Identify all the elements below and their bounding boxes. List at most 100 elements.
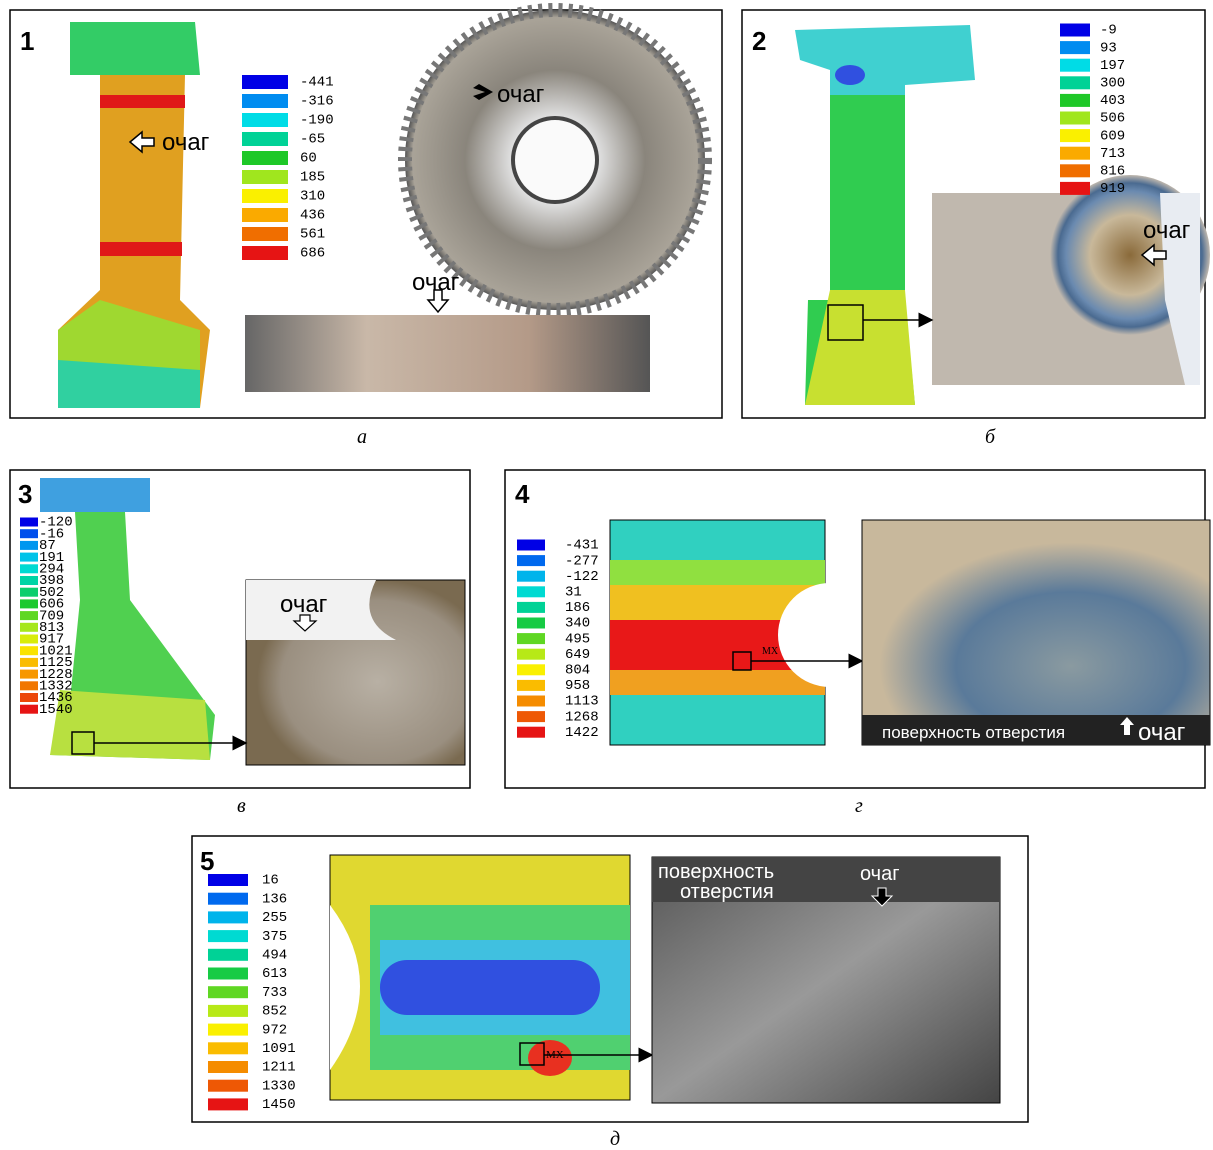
legend-swatch — [517, 711, 545, 722]
legend-value: -316 — [300, 94, 334, 110]
surface-label: отверстия — [680, 881, 774, 903]
legend-swatch — [20, 588, 38, 597]
legend-swatch — [1060, 24, 1090, 37]
legend-swatch — [517, 696, 545, 707]
legend-value: 713 — [1100, 146, 1125, 162]
legend-swatch — [517, 680, 545, 691]
legend-value: -65 — [300, 132, 325, 148]
legend-swatch — [1060, 59, 1090, 72]
origin-label: очаг — [280, 591, 328, 618]
legend-value: 1091 — [262, 1041, 296, 1057]
legend-swatch — [517, 602, 545, 613]
origin-label: очаг — [860, 863, 900, 885]
legend-swatch — [208, 1042, 248, 1054]
legend-value: 255 — [262, 910, 287, 926]
legend-swatch — [20, 541, 38, 550]
legend-value: 375 — [262, 929, 287, 945]
panel-number: 1 — [20, 26, 34, 56]
origin-label: очаг — [1143, 217, 1191, 244]
legend-value: -431 — [565, 538, 599, 554]
legend-swatch — [20, 529, 38, 538]
legend-swatch — [517, 555, 545, 566]
legend-swatch — [208, 968, 248, 980]
figure: 1 очаг очаг очаг 2 очаг 3 очаг 4 МХ пове… — [0, 0, 1213, 1150]
legend-swatch — [1060, 129, 1090, 142]
legend-swatch — [517, 649, 545, 660]
caption: в — [237, 795, 246, 817]
legend-swatch — [20, 576, 38, 585]
caption: г — [855, 795, 863, 817]
legend-value: 1540 — [39, 702, 73, 718]
legend-value: 60 — [300, 151, 317, 167]
legend-value: 958 — [565, 678, 590, 694]
legend-value: 495 — [565, 631, 590, 647]
legend-swatch — [208, 986, 248, 998]
legend-swatch — [208, 949, 248, 961]
legend-swatch — [20, 693, 38, 702]
legend-swatch — [517, 540, 545, 551]
legend-value: -122 — [565, 569, 599, 585]
legend-swatch — [242, 246, 288, 260]
legend-value: 136 — [262, 891, 287, 907]
legend-swatch — [242, 189, 288, 203]
legend-swatch — [208, 1061, 248, 1073]
legend-swatch — [20, 658, 38, 667]
legend-value: 16 — [262, 873, 279, 889]
legend-value: 506 — [1100, 111, 1125, 127]
legend-value: 403 — [1100, 93, 1125, 109]
legend-swatch — [1060, 164, 1090, 177]
legend-swatch — [20, 564, 38, 573]
legend-swatch — [20, 635, 38, 644]
legend-swatch — [517, 571, 545, 582]
legend-swatch — [20, 705, 38, 714]
origin-label: очаг — [1138, 719, 1186, 746]
legend-swatch — [20, 599, 38, 608]
origin-label: очаг — [162, 129, 210, 156]
legend-swatch — [242, 113, 288, 127]
legend-swatch — [20, 623, 38, 632]
legend-swatch — [1060, 94, 1090, 107]
legend-swatch — [517, 664, 545, 675]
legend-swatch — [242, 227, 288, 241]
legend-value: 93 — [1100, 40, 1117, 56]
legend-value: 561 — [300, 227, 325, 243]
caption: а — [357, 426, 367, 448]
legend-value: 1211 — [262, 1060, 296, 1076]
legend-value: 310 — [300, 189, 325, 205]
legend-swatch — [20, 646, 38, 655]
legend-value: 919 — [1100, 181, 1125, 197]
legend-value: 686 — [300, 246, 325, 262]
legend-value: 609 — [1100, 128, 1125, 144]
legend-swatch — [208, 1024, 248, 1036]
legend-swatch — [20, 518, 38, 527]
max-label: МХ — [546, 1049, 564, 1061]
caption: д — [610, 1128, 620, 1150]
legend-value: -9 — [1100, 23, 1117, 39]
legend-value: 972 — [262, 1022, 287, 1038]
legend-swatch — [1060, 182, 1090, 195]
legend-value: 494 — [262, 948, 287, 964]
legend-value: 613 — [262, 966, 287, 982]
legend-swatch — [1060, 41, 1090, 54]
legend-value: -277 — [565, 553, 599, 569]
legend-value: 804 — [565, 663, 590, 679]
legend-swatch — [242, 170, 288, 184]
legend-swatch — [208, 874, 248, 886]
legend-value: 1422 — [565, 725, 599, 741]
legend-value: 1113 — [565, 694, 599, 710]
legend-swatch — [208, 893, 248, 905]
origin-label: очаг — [412, 269, 460, 296]
legend-value: 1268 — [565, 709, 599, 725]
legend-value: 31 — [565, 585, 582, 601]
panel-number: 2 — [752, 26, 766, 56]
legend-value: 186 — [565, 600, 590, 616]
legend-swatch — [242, 208, 288, 222]
legend-value: 649 — [565, 647, 590, 663]
legend-swatch — [208, 911, 248, 923]
legend-value: 733 — [262, 985, 287, 1001]
legend-swatch — [242, 132, 288, 146]
legend-swatch — [20, 553, 38, 562]
legend-value: 185 — [300, 170, 325, 186]
caption: б — [985, 426, 996, 448]
legend-swatch — [517, 727, 545, 738]
